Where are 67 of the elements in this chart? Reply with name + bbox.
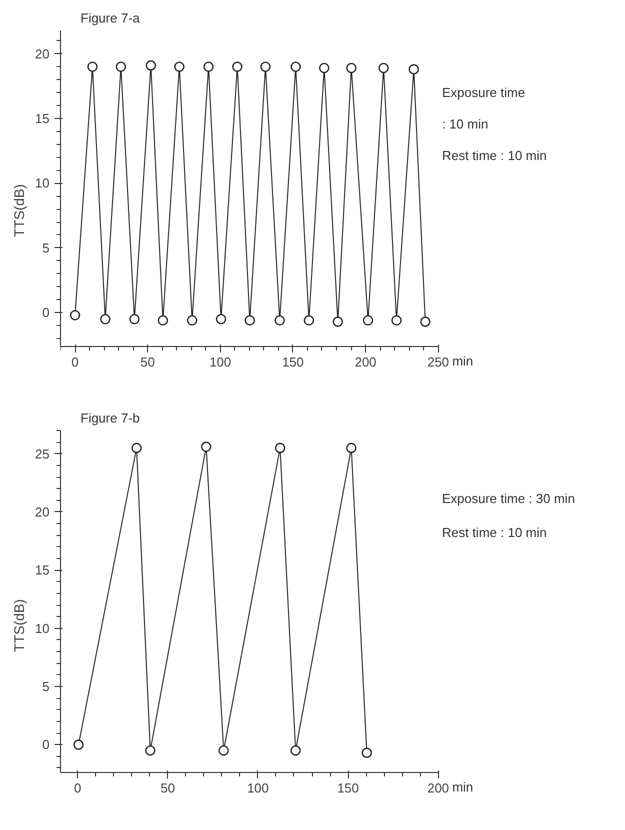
- point: [145, 745, 156, 756]
- text: Rest time : 10 min: [442, 524, 547, 540]
- y-tick-label: 10: [35, 176, 50, 191]
- point: [203, 62, 214, 72]
- point: [420, 316, 430, 327]
- x-tick-label: 200: [427, 780, 450, 796]
- y-tick-label: 15: [35, 562, 50, 578]
- x-tick-label: 150: [282, 354, 304, 370]
- text: Exposure time: [442, 84, 526, 100]
- x-tick-label: 0: [71, 354, 79, 370]
- point: [346, 442, 356, 454]
- y-tick-label: 15: [35, 111, 50, 126]
- point: [244, 315, 255, 326]
- x-tick-label: 50: [140, 354, 155, 370]
- y-tick-label: 20: [35, 46, 50, 62]
- point: [146, 60, 156, 71]
- point: [116, 62, 126, 72]
- point: [174, 62, 184, 72]
- y-axis-title: TTS(dB): [11, 184, 28, 237]
- y-axis-title: TTS(dB): [11, 599, 28, 652]
- y-tick-label: 20: [35, 504, 50, 520]
- text: Rest time : 10 min: [442, 148, 547, 164]
- point: [346, 62, 356, 74]
- point: [378, 62, 389, 74]
- y-tick-label: 5: [42, 678, 50, 694]
- x-tick-label: 200: [354, 354, 376, 370]
- point: [332, 316, 343, 327]
- y-tick-label: 0: [42, 305, 50, 320]
- chart-title: Figure 7-a: [80, 10, 141, 26]
- text: : 10 min: [442, 116, 488, 132]
- x-tick-label: 50: [160, 780, 176, 796]
- point: [186, 315, 198, 326]
- point: [70, 310, 80, 320]
- x-axis-title: min: [452, 353, 474, 368]
- point: [232, 62, 242, 72]
- x-tick-label: 100: [209, 354, 232, 370]
- point: [73, 740, 84, 750]
- point: [158, 315, 168, 326]
- x-axis-title: min: [452, 780, 474, 795]
- point: [362, 748, 372, 758]
- point: [218, 745, 229, 756]
- point: [131, 442, 142, 454]
- y-tick-label: 5: [42, 240, 50, 256]
- point: [290, 62, 301, 72]
- point: [362, 315, 374, 326]
- point: [319, 62, 330, 74]
- chart-title: Figure 7-b: [80, 410, 140, 426]
- point: [100, 314, 110, 324]
- point: [129, 314, 140, 324]
- text: Exposure time : 30 min: [442, 490, 575, 506]
- point: [274, 442, 286, 454]
- point: [274, 315, 285, 326]
- x-tick-label: 250: [427, 354, 450, 370]
- point: [87, 62, 98, 72]
- y-tick-label: 10: [35, 620, 50, 636]
- y-tick-label: 0: [42, 737, 50, 752]
- y-tick-label: 25: [35, 446, 50, 462]
- x-tick-label: 0: [74, 780, 82, 796]
- x-tick-label: 150: [337, 780, 359, 796]
- point: [391, 315, 402, 326]
- x-tick-label: 100: [247, 780, 269, 796]
- point: [216, 314, 226, 324]
- point: [304, 315, 314, 326]
- point: [290, 745, 301, 756]
- point: [201, 442, 212, 452]
- point: [408, 64, 419, 74]
- point: [260, 62, 271, 72]
